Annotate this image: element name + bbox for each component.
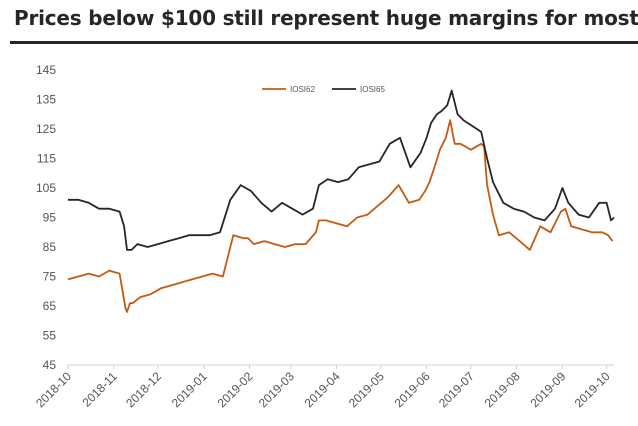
y-tick-label: 105 [36,181,56,195]
y-tick-label: 85 [43,240,57,254]
legend-label-iosi62: IOSI62 [290,85,315,94]
legend: IOSI62 IOSI65 [262,85,385,94]
y-tick-label: 45 [43,358,57,372]
x-tick-label: 2019-03 [256,369,297,410]
x-tick-label: 2019-06 [392,369,433,410]
series-lines [67,89,615,313]
y-tick-labels: 45 55 65 75 85 95 105 115 125 135 145 [36,63,56,372]
legend-label-iosi65: IOSI65 [360,85,385,94]
x-tick-label: 2019-10 [572,369,613,410]
x-tick-label: 2019-02 [215,369,256,410]
x-tick-label: 2018-12 [123,369,164,410]
x-tick-labels: 2018-10 2018-11 2018-12 2019-01 2019-02 2019-… [33,369,613,410]
series-line-iosi62 [67,119,614,313]
series-line-iosi65 [68,89,615,251]
y-tick-label: 65 [43,299,57,313]
y-tick-label: 75 [43,270,57,284]
axes [67,364,614,369]
x-tick-label: 2019-07 [436,369,477,410]
y-tick-label: 95 [43,211,57,225]
x-tick-label: 2019-01 [169,369,210,410]
x-tick-label: 2019-08 [482,369,523,410]
x-tick-label: 2018-11 [79,369,120,410]
x-tick-label: 2019-04 [302,369,343,410]
x-tick-label: 2019-09 [527,369,568,410]
y-tick-label: 125 [36,122,56,136]
y-tick-label: 145 [36,63,56,77]
title-underline [10,41,638,44]
chart-title: Prices below $100 still represent huge m… [14,6,638,30]
x-tick-label: 2018-10 [33,369,74,410]
y-tick-label: 55 [43,329,57,343]
y-tick-label: 115 [37,152,56,166]
y-tick-label: 135 [36,93,56,107]
x-tick-label: 2019-05 [346,369,387,410]
